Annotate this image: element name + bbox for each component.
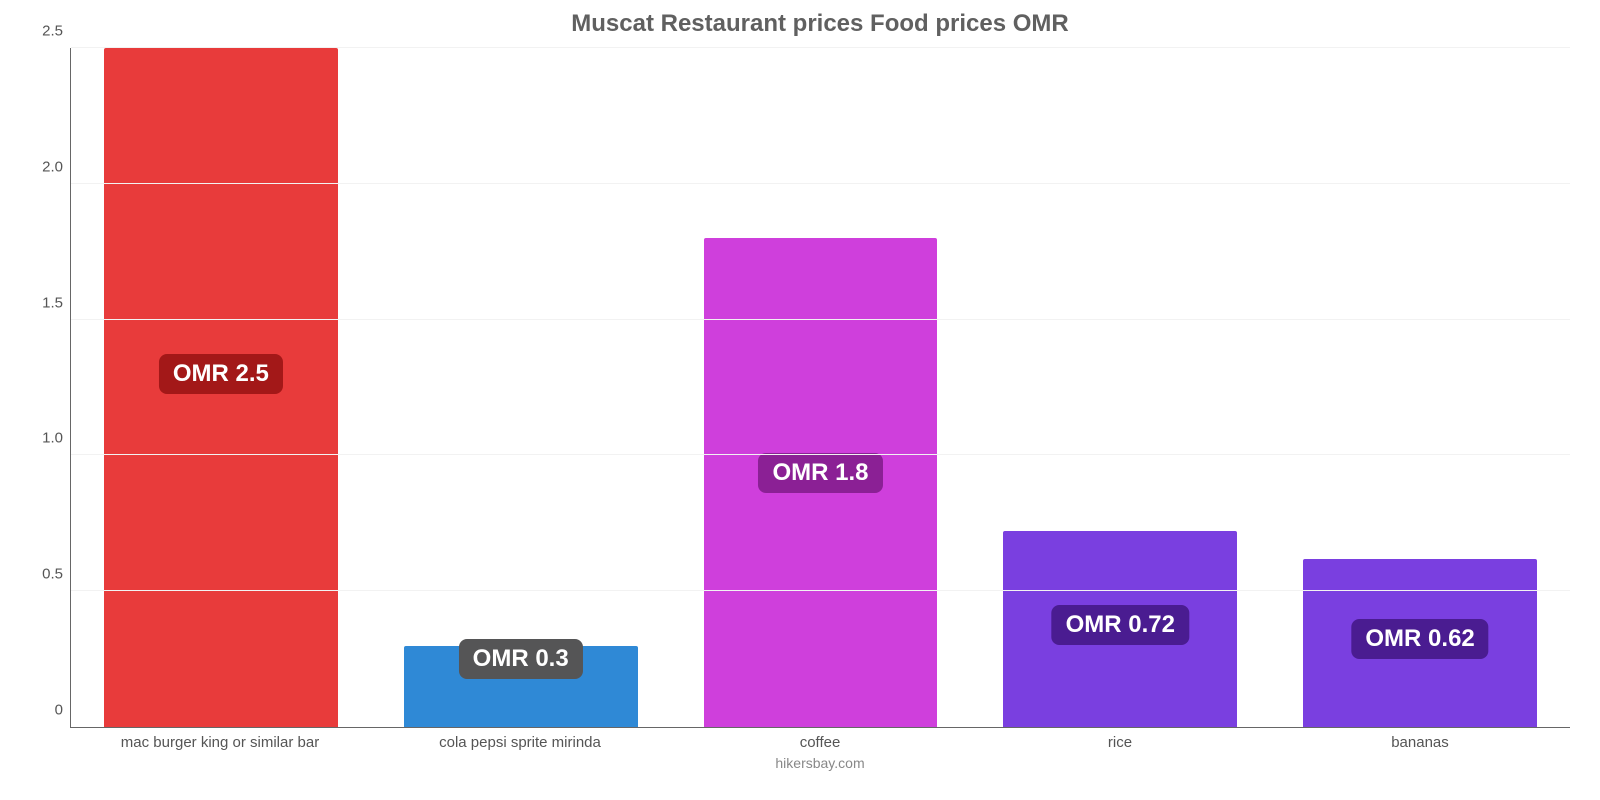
y-tick-label: 1.5: [21, 294, 63, 311]
price-bar-chart: Muscat Restaurant prices Food prices OMR…: [0, 0, 1600, 800]
bars-container: OMR 2.5 OMR 0.3 OMR 1.8 OMR 0.72 OMR 0.62: [71, 48, 1570, 727]
bar-slot: OMR 1.8: [671, 48, 971, 727]
y-tick-label: 2.5: [21, 23, 63, 40]
x-tick-label: rice: [970, 734, 1270, 751]
x-axis-labels: mac burger king or similar barcola pepsi…: [70, 734, 1570, 751]
gridline: [71, 183, 1570, 184]
bar-slot: OMR 0.72: [970, 48, 1270, 727]
gridline: [71, 454, 1570, 455]
gridline: [71, 590, 1570, 591]
value-badge: OMR 1.8: [758, 453, 882, 493]
bar-slot: OMR 0.3: [371, 48, 671, 727]
plot-area: OMR 2.5OMR 0.3OMR 1.8OMR 0.72OMR 0.62 00…: [70, 48, 1570, 728]
x-tick-label: cola pepsi sprite mirinda: [370, 734, 670, 751]
gridline: [71, 47, 1570, 48]
y-tick-label: 0: [21, 702, 63, 719]
bar-slot: OMR 2.5: [71, 48, 371, 727]
y-tick-label: 2.0: [21, 158, 63, 175]
x-tick-label: mac burger king or similar bar: [70, 734, 370, 751]
y-tick-label: 1.0: [21, 430, 63, 447]
x-tick-label: coffee: [670, 734, 970, 751]
y-tick-label: 0.5: [21, 566, 63, 583]
x-tick-label: bananas: [1270, 734, 1570, 751]
chart-caption: hikersbay.com: [70, 755, 1570, 771]
bar-slot: OMR 0.62: [1270, 48, 1570, 727]
value-badge: OMR 2.5: [159, 354, 283, 394]
gridline: [71, 319, 1570, 320]
value-badge: OMR 0.72: [1052, 605, 1189, 645]
value-badge: OMR 0.3: [459, 639, 583, 679]
chart-title: Muscat Restaurant prices Food prices OMR: [70, 10, 1570, 38]
value-badge: OMR 0.62: [1351, 619, 1488, 659]
